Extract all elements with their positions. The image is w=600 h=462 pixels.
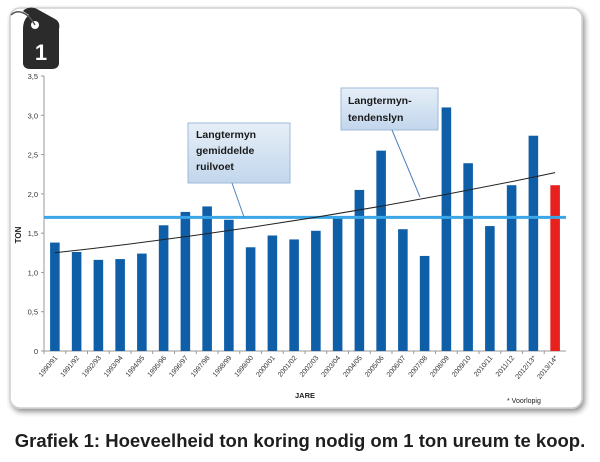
- bar: [485, 226, 495, 351]
- y-tick-label: 2,5: [28, 151, 38, 160]
- bar: [311, 230, 321, 351]
- tag-badge: 1: [10, 7, 60, 70]
- chart-panel: [9, 7, 583, 409]
- bar: [441, 107, 452, 351]
- x-tick-labels: 1990/91 1991/92 1992/93 1993/94 1994/95 1995/…: [38, 351, 560, 381]
- bar: [398, 229, 408, 351]
- bar: [224, 219, 234, 351]
- bar: [115, 259, 125, 351]
- bar: [289, 239, 299, 351]
- y-tick-label: 0: [34, 347, 38, 356]
- bar: [419, 255, 430, 351]
- y-tick-label: 3,5: [28, 72, 38, 81]
- bar: [245, 247, 256, 351]
- bar: [180, 211, 191, 351]
- y-tick-label: 1,0: [28, 268, 38, 277]
- callout-average: Langtermyn gemiddelde ruilvoet: [187, 122, 291, 218]
- figure-caption: Grafiek 1: Hoeveelheid ton koring nodig …: [14, 430, 586, 451]
- callout-average-box: [187, 122, 291, 184]
- chart-frame: 1 0 0,5 1,0 1,5 2,0 2,5 3,0 3,5 TON 1990/91 1991…: [9, 7, 583, 409]
- bar: [158, 225, 169, 351]
- bar: [463, 163, 473, 351]
- bars: [50, 107, 560, 351]
- callout-trend-line-2: tendenslyn: [348, 112, 403, 124]
- bar: [202, 206, 212, 351]
- bar: [550, 185, 560, 351]
- tag-string-icon: [10, 11, 36, 26]
- trend-line: [54, 172, 556, 254]
- badge-number: 1: [35, 40, 47, 65]
- y-axis-title: TON: [14, 226, 23, 243]
- bar: [506, 185, 517, 351]
- bar: [50, 242, 60, 351]
- y-tick-labels: 0 0,5 1,0 1,5 2,0 2,5 3,0 3,5: [28, 72, 44, 356]
- x-axis-title: JARE: [295, 391, 315, 400]
- bar: [71, 252, 82, 351]
- callout-trend-box: [340, 87, 439, 131]
- callout-average-line-1: Langtermyn: [196, 129, 256, 141]
- callout-trend-line-1: Langtermyn-: [348, 95, 412, 107]
- y-tick-label: 0,5: [28, 308, 38, 317]
- callout-trend: Langtermyn- tendenslyn: [340, 87, 439, 198]
- y-tick-label: 2,0: [28, 190, 38, 199]
- bar: [354, 189, 365, 351]
- y-tick-label: 3,0: [28, 111, 38, 120]
- bar: [528, 135, 539, 351]
- bar: [93, 259, 104, 351]
- bar: [137, 253, 147, 351]
- callout-average-pointer: [231, 182, 245, 218]
- bar: [332, 217, 343, 351]
- y-tick-label: 1,5: [28, 229, 38, 238]
- bar: [267, 235, 278, 351]
- callout-trend-pointer: [391, 129, 421, 198]
- callout-average-line-3: ruilvoet: [196, 161, 234, 173]
- callout-average-line-2: gemiddelde: [196, 145, 255, 157]
- bar: [376, 150, 386, 351]
- footnote: * Voorlopig: [507, 398, 541, 405]
